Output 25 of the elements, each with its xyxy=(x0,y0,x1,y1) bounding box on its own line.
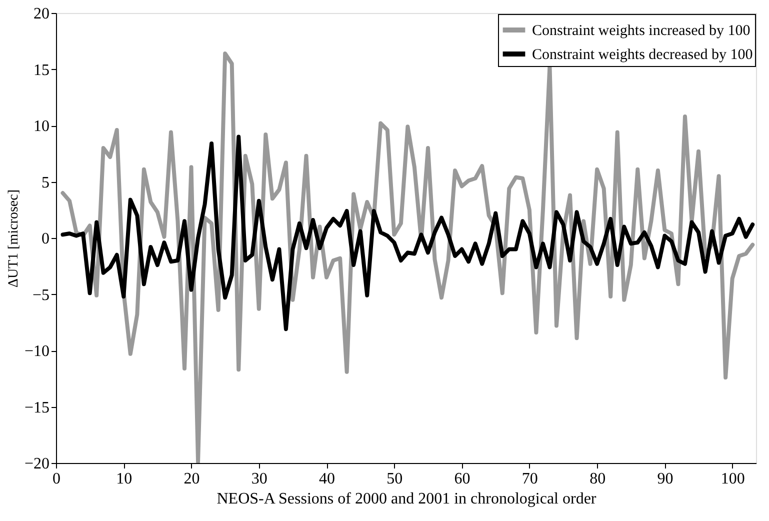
y-tick-label: 0 xyxy=(42,230,50,248)
x-tick-label: 30 xyxy=(251,470,268,488)
x-tick-label: 90 xyxy=(657,470,674,488)
x-tick-label: 10 xyxy=(116,470,132,488)
x-tick-label: 70 xyxy=(522,470,538,488)
x-tick-label: 60 xyxy=(454,470,470,488)
line-series xyxy=(60,134,755,332)
x-tick-label: 20 xyxy=(184,470,200,488)
x-tick-label: 0 xyxy=(52,470,60,488)
x-tick-label: 40 xyxy=(319,470,336,488)
x-tick-label: 50 xyxy=(386,470,403,488)
y-tick-label: −5 xyxy=(32,286,50,304)
legend-label: Constraint weights decreased by 100 xyxy=(532,47,753,63)
y-tick-label: 15 xyxy=(34,62,50,79)
y-tick-label: 20 xyxy=(34,6,50,22)
x-tick-label: 100 xyxy=(720,470,745,488)
y-axis-title: ΔUT1 [microsec] xyxy=(6,189,22,288)
y-tick-label: 10 xyxy=(34,118,50,135)
y-tick-label: −15 xyxy=(24,399,50,416)
legend-label: Constraint weights increased by 100 xyxy=(532,23,750,39)
y-tick-label: −20 xyxy=(24,456,50,472)
y-tick-label: 5 xyxy=(42,174,50,192)
y-tick-label: −10 xyxy=(24,343,50,360)
x-tick-label: 80 xyxy=(590,470,606,488)
x-axis-title: NEOS-A Sessions of 2000 and 2001 in chronological order xyxy=(216,490,597,508)
